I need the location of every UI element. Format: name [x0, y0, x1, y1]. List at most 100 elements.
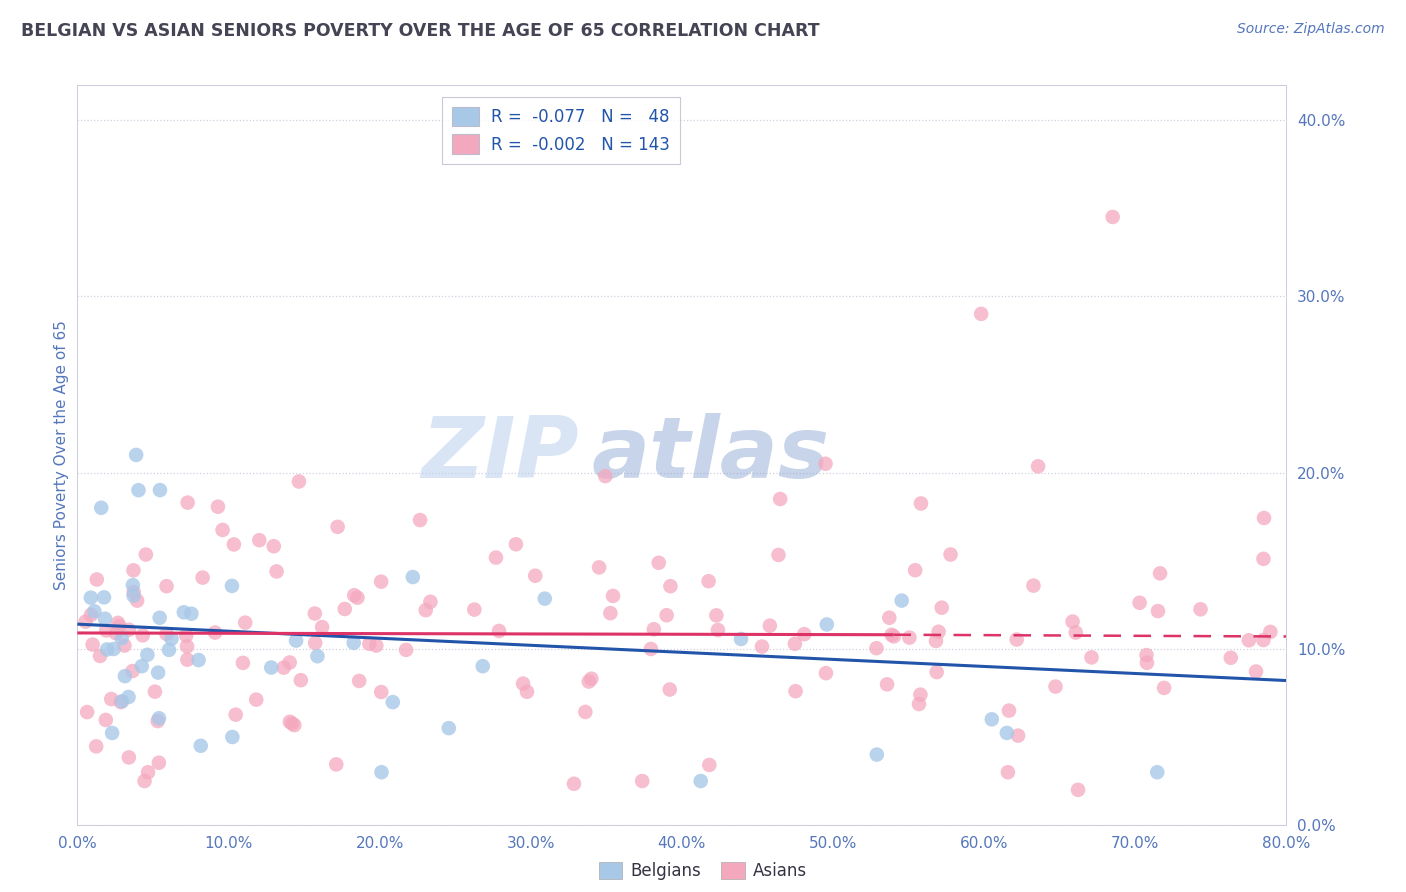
- Point: [1045, 680, 1067, 694]
- Point: [631, 774, 654, 789]
- Point: [343, 636, 366, 650]
- Point: [1237, 633, 1260, 648]
- Point: [785, 684, 807, 698]
- Point: [471, 659, 494, 673]
- Text: ZIP: ZIP: [422, 413, 579, 497]
- Point: [815, 617, 838, 632]
- Point: [160, 632, 183, 646]
- Point: [1253, 552, 1275, 566]
- Point: [910, 496, 932, 510]
- Point: [890, 593, 912, 607]
- Point: [173, 605, 195, 619]
- Point: [333, 602, 356, 616]
- Point: [655, 608, 678, 623]
- Point: [80, 607, 103, 622]
- Point: [1253, 511, 1275, 525]
- Point: [814, 457, 837, 471]
- Point: [122, 589, 145, 603]
- Point: [599, 606, 621, 620]
- Point: [143, 684, 166, 698]
- Point: [524, 568, 547, 582]
- Point: [86, 573, 108, 587]
- Point: [131, 659, 153, 673]
- Point: [114, 639, 136, 653]
- Point: [865, 641, 887, 656]
- Point: [866, 747, 889, 762]
- Point: [995, 726, 1018, 740]
- Point: [148, 756, 170, 770]
- Point: [263, 539, 285, 553]
- Point: [121, 664, 143, 678]
- Point: [1026, 459, 1049, 474]
- Point: [415, 603, 437, 617]
- Point: [1067, 782, 1090, 797]
- Point: [1135, 648, 1157, 662]
- Point: [359, 637, 381, 651]
- Point: [118, 750, 141, 764]
- Point: [176, 495, 198, 509]
- Point: [1101, 210, 1123, 224]
- Point: [84, 739, 107, 754]
- Point: [697, 574, 720, 589]
- Y-axis label: Seniors Poverty Over the Age of 65: Seniors Poverty Over the Age of 65: [53, 320, 69, 590]
- Point: [266, 565, 288, 579]
- Point: [437, 721, 460, 735]
- Point: [176, 640, 198, 654]
- Point: [174, 628, 197, 642]
- Point: [395, 643, 418, 657]
- Point: [1219, 650, 1241, 665]
- Point: [659, 579, 682, 593]
- Point: [80, 591, 103, 605]
- Point: [1149, 566, 1171, 581]
- Point: [125, 448, 148, 462]
- Point: [281, 716, 304, 731]
- Point: [111, 694, 134, 708]
- Point: [326, 520, 349, 534]
- Point: [100, 692, 122, 706]
- Point: [233, 615, 256, 630]
- Point: [880, 628, 903, 642]
- Text: Source: ZipAtlas.com: Source: ZipAtlas.com: [1237, 22, 1385, 37]
- Point: [928, 624, 950, 639]
- Point: [82, 638, 104, 652]
- Point: [658, 682, 681, 697]
- Point: [136, 765, 159, 780]
- Point: [640, 642, 662, 657]
- Point: [110, 695, 132, 709]
- Point: [155, 579, 177, 593]
- Point: [595, 469, 617, 483]
- Point: [1062, 615, 1084, 629]
- Point: [730, 632, 752, 646]
- Point: [304, 607, 326, 621]
- Point: [307, 649, 329, 664]
- Point: [149, 483, 172, 497]
- Text: BELGIAN VS ASIAN SENIORS POVERTY OVER THE AGE OF 65 CORRELATION CHART: BELGIAN VS ASIAN SENIORS POVERTY OVER TH…: [21, 22, 820, 40]
- Point: [283, 718, 305, 732]
- Point: [221, 579, 243, 593]
- Point: [370, 574, 392, 589]
- Point: [1253, 633, 1275, 648]
- Point: [111, 632, 134, 646]
- Point: [910, 688, 932, 702]
- Point: [643, 622, 665, 636]
- Point: [1146, 765, 1168, 780]
- Point: [94, 624, 117, 638]
- Point: [76, 705, 98, 719]
- Point: [304, 636, 326, 650]
- Point: [108, 619, 131, 633]
- Point: [187, 653, 209, 667]
- Point: [578, 674, 600, 689]
- Point: [1129, 596, 1152, 610]
- Point: [793, 627, 815, 641]
- Point: [107, 615, 129, 630]
- Point: [883, 629, 905, 643]
- Point: [146, 665, 169, 680]
- Point: [876, 677, 898, 691]
- Point: [211, 523, 233, 537]
- Point: [290, 673, 312, 688]
- Point: [104, 626, 127, 640]
- Point: [190, 739, 212, 753]
- Point: [149, 611, 172, 625]
- Point: [370, 765, 392, 780]
- Point: [769, 491, 792, 506]
